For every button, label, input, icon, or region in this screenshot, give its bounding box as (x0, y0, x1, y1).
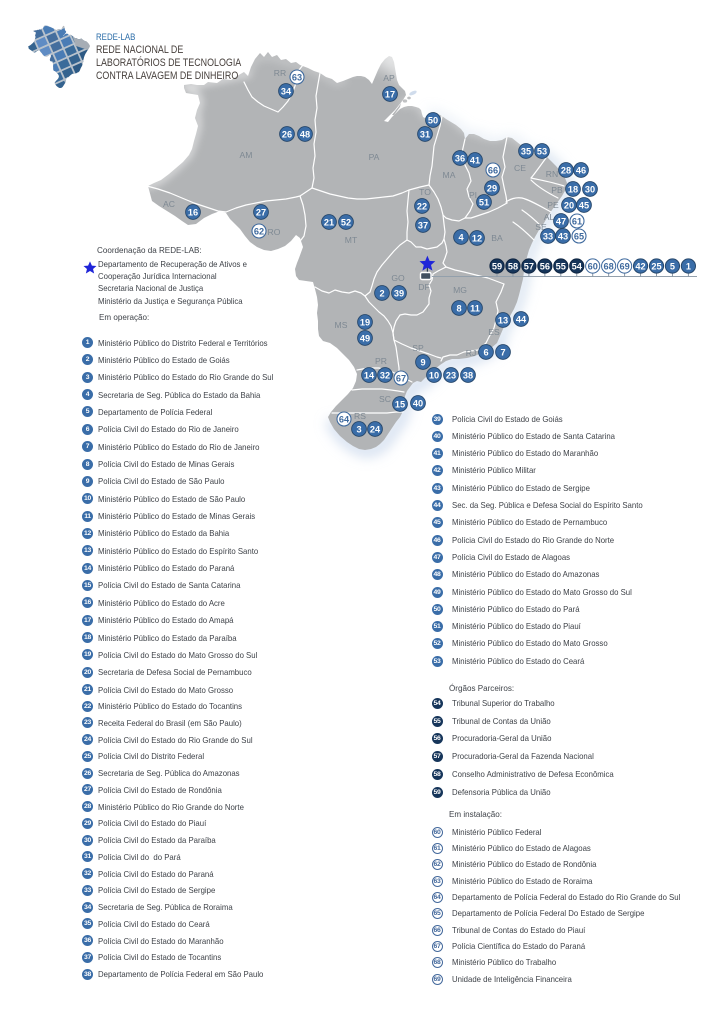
svg-text:54: 54 (572, 261, 583, 271)
svg-text:12: 12 (472, 233, 482, 243)
svg-text:5: 5 (670, 261, 675, 271)
svg-text:39: 39 (394, 288, 404, 298)
svg-text:27: 27 (256, 207, 266, 217)
svg-text:36: 36 (455, 153, 465, 163)
svg-text:23: 23 (446, 370, 456, 380)
svg-text:26: 26 (282, 129, 292, 139)
svg-text:MT: MT (345, 235, 358, 245)
svg-text:19: 19 (360, 317, 370, 327)
svg-text:45: 45 (579, 200, 589, 210)
svg-text:48: 48 (300, 129, 310, 139)
svg-text:69: 69 (619, 261, 629, 271)
svg-text:3: 3 (356, 424, 361, 434)
svg-text:MS: MS (335, 320, 348, 330)
svg-text:11: 11 (470, 303, 480, 313)
svg-text:31: 31 (420, 129, 430, 139)
svg-text:21: 21 (324, 217, 334, 227)
svg-text:PB: PB (551, 185, 563, 195)
svg-text:64: 64 (339, 414, 350, 424)
svg-text:63: 63 (292, 72, 302, 82)
svg-text:35: 35 (521, 146, 531, 156)
svg-text:17: 17 (385, 89, 395, 99)
svg-text:62: 62 (254, 226, 264, 236)
svg-text:41: 41 (470, 155, 480, 165)
svg-text:AL: AL (544, 212, 555, 222)
svg-text:10: 10 (429, 370, 439, 380)
svg-text:6: 6 (483, 347, 488, 357)
svg-text:MG: MG (453, 285, 467, 295)
svg-text:56: 56 (540, 261, 550, 271)
svg-text:4: 4 (458, 232, 464, 242)
svg-text:MA: MA (443, 170, 456, 180)
svg-text:BA: BA (491, 233, 503, 243)
svg-text:SE: SE (535, 222, 547, 232)
svg-text:PE: PE (547, 200, 559, 210)
svg-text:58: 58 (508, 261, 518, 271)
svg-text:28: 28 (561, 165, 571, 175)
svg-text:RS: RS (354, 411, 366, 421)
svg-text:RJ: RJ (466, 348, 477, 358)
svg-text:30: 30 (585, 184, 595, 194)
svg-text:DF: DF (418, 282, 429, 292)
svg-text:13: 13 (498, 315, 508, 325)
svg-text:AP: AP (383, 73, 395, 83)
svg-text:68: 68 (604, 261, 614, 271)
svg-text:38: 38 (463, 370, 473, 380)
svg-text:7: 7 (500, 347, 505, 357)
svg-text:37: 37 (418, 220, 428, 230)
svg-text:43: 43 (558, 231, 568, 241)
svg-text:22: 22 (417, 201, 427, 211)
svg-text:44: 44 (516, 314, 527, 324)
svg-text:RO: RO (268, 227, 281, 237)
svg-text:14: 14 (364, 370, 375, 380)
svg-text:47: 47 (556, 216, 566, 226)
svg-text:52: 52 (341, 217, 351, 227)
svg-text:57: 57 (524, 261, 534, 271)
svg-text:24: 24 (370, 424, 381, 434)
svg-text:25: 25 (651, 261, 661, 271)
svg-text:66: 66 (488, 165, 498, 175)
svg-text:PI: PI (469, 190, 477, 200)
svg-text:SP: SP (412, 343, 424, 353)
svg-text:CE: CE (514, 163, 526, 173)
svg-text:SC: SC (379, 394, 391, 404)
svg-text:61: 61 (572, 216, 582, 226)
svg-text:42: 42 (635, 261, 645, 271)
svg-text:49: 49 (360, 333, 370, 343)
svg-text:55: 55 (556, 261, 566, 271)
svg-text:GO: GO (391, 273, 405, 283)
svg-text:33: 33 (543, 231, 553, 241)
svg-text:RN: RN (546, 169, 558, 179)
svg-text:34: 34 (281, 86, 292, 96)
svg-text:60: 60 (588, 261, 598, 271)
svg-text:59: 59 (492, 261, 502, 271)
svg-text:18: 18 (568, 184, 578, 194)
svg-text:46: 46 (576, 165, 586, 175)
svg-text:PA: PA (369, 152, 380, 162)
svg-text:40: 40 (413, 398, 423, 408)
svg-text:1: 1 (686, 261, 691, 271)
svg-text:65: 65 (574, 231, 584, 241)
svg-text:ES: ES (488, 327, 500, 337)
svg-text:67: 67 (396, 373, 406, 383)
svg-text:32: 32 (380, 370, 390, 380)
svg-text:AM: AM (240, 150, 253, 160)
svg-text:2: 2 (379, 288, 384, 298)
svg-text:50: 50 (428, 115, 438, 125)
svg-text:TO: TO (419, 187, 431, 197)
svg-text:PR: PR (375, 356, 387, 366)
svg-text:8: 8 (456, 303, 461, 313)
svg-text:15: 15 (395, 399, 405, 409)
svg-text:16: 16 (188, 207, 198, 217)
svg-text:51: 51 (479, 197, 489, 207)
svg-text:53: 53 (537, 146, 547, 156)
svg-text:29: 29 (487, 183, 497, 193)
svg-text:9: 9 (420, 357, 425, 367)
svg-text:AC: AC (163, 199, 175, 209)
svg-text:20: 20 (564, 200, 574, 210)
svg-text:RR: RR (274, 68, 286, 78)
